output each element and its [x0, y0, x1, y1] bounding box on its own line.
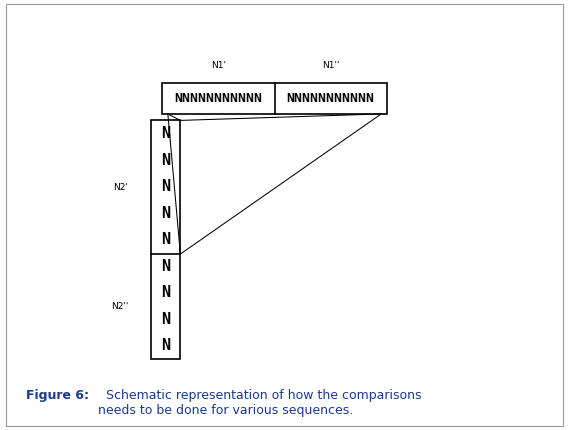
Text: N: N [161, 206, 170, 221]
Text: N: N [161, 285, 170, 300]
Text: Schematic representation of how the comparisons
needs to be done for various seq: Schematic representation of how the comp… [98, 389, 422, 417]
Text: N: N [161, 338, 170, 353]
Bar [162, 83, 387, 114]
Text: N: N [161, 179, 170, 194]
Text: N: N [161, 312, 170, 327]
Text: NNNNNNNNNNN: NNNNNNNNNNN [174, 92, 262, 105]
Text: NNNNNNNNNNN: NNNNNNNNNNN [287, 92, 375, 105]
Text: N2'': N2'' [110, 302, 128, 311]
Text: N2': N2' [113, 183, 128, 192]
Text: N1'': N1'' [322, 61, 340, 70]
Text: N: N [161, 232, 170, 247]
Text: N: N [161, 259, 170, 274]
Text: N: N [161, 153, 170, 168]
Text: N: N [161, 126, 170, 141]
Text: Figure 6:: Figure 6: [26, 389, 89, 402]
Bar [151, 120, 180, 359]
Text: N1': N1' [211, 61, 226, 70]
